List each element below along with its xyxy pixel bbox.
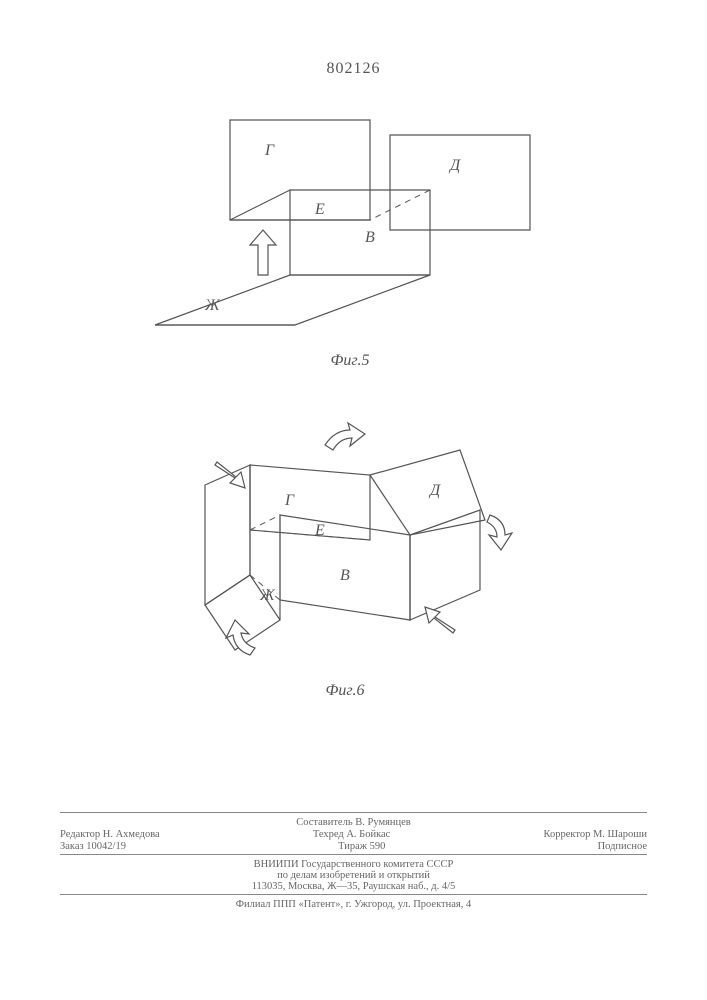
footer-row-1: Редактор Н. Ахмедова Техред А. Бойкас Ко…	[60, 829, 647, 840]
panel-g-6	[250, 465, 370, 540]
footer-rule-2	[60, 854, 647, 855]
arrow-top-icon	[325, 423, 365, 450]
footer-corrector: Корректор М. Шароши	[544, 829, 647, 840]
fig6-caption: Фиг.6	[326, 682, 365, 699]
arrow-tl-icon	[215, 462, 245, 488]
footer-rule-1	[60, 812, 647, 813]
footer-subscription: Подписное	[598, 841, 647, 852]
panel-v	[290, 190, 430, 275]
footer-rule-3	[60, 894, 647, 895]
footer-row-2: Заказ 10042/19 Тираж 590 Подписное	[60, 841, 647, 852]
page: 802126 Г Д Е В Ж	[0, 0, 707, 1000]
panel-zh	[155, 275, 430, 325]
label-v-6: В	[340, 567, 350, 584]
figure-5-svg: Г Д Е В Ж Фиг.5	[150, 110, 550, 390]
e-rim-2	[250, 515, 280, 530]
footer-org1: ВНИИПИ Государственного комитета СССР	[60, 859, 647, 870]
label-e-6: Е	[314, 522, 325, 539]
arrow-r-icon	[487, 515, 512, 550]
footer-org2: по делам изобретений и открытий	[60, 870, 647, 881]
footer-techred: Техред А. Бойкас	[313, 829, 391, 840]
figure-6: Г Д Е В Ж Фиг.6	[175, 420, 535, 710]
fig5-caption: Фиг.5	[331, 352, 370, 369]
arrow-bl-icon	[226, 620, 255, 655]
panel-d	[390, 135, 530, 230]
label-zh-6: Ж	[259, 587, 276, 604]
arrow-br-icon	[425, 607, 455, 633]
flap-right	[410, 510, 480, 620]
footer-editor: Редактор Н. Ахмедова	[60, 829, 160, 840]
figure-6-svg: Г Д Е В Ж Фиг.6	[175, 420, 535, 710]
footer-tirage: Тираж 590	[338, 841, 385, 852]
footer-block: Составитель В. Румянцев Редактор Н. Ахме…	[60, 810, 647, 910]
e-edge-1	[230, 190, 290, 220]
label-d: Д	[448, 157, 461, 174]
panel-d-6	[370, 450, 485, 535]
figure-5: Г Д Е В Ж Фиг.5	[150, 110, 550, 390]
label-d-6: Д	[428, 482, 441, 499]
footer-org4: Филиал ППП «Патент», г. Ужгород, ул. Про…	[60, 899, 647, 910]
e-edge-3	[370, 190, 430, 220]
label-v: В	[365, 229, 375, 246]
footer-org3: 113035, Москва, Ж—35, Раушская наб., д. …	[60, 881, 647, 892]
label-g-6: Г	[284, 492, 295, 509]
up-arrow-icon	[250, 230, 276, 275]
label-zh: Ж	[204, 297, 221, 314]
patent-number: 802126	[0, 60, 707, 78]
label-e: Е	[314, 201, 325, 218]
footer-composer: Составитель В. Румянцев	[60, 817, 647, 828]
label-g: Г	[264, 142, 275, 159]
panel-g	[230, 120, 370, 220]
footer-order: Заказ 10042/19	[60, 841, 126, 852]
